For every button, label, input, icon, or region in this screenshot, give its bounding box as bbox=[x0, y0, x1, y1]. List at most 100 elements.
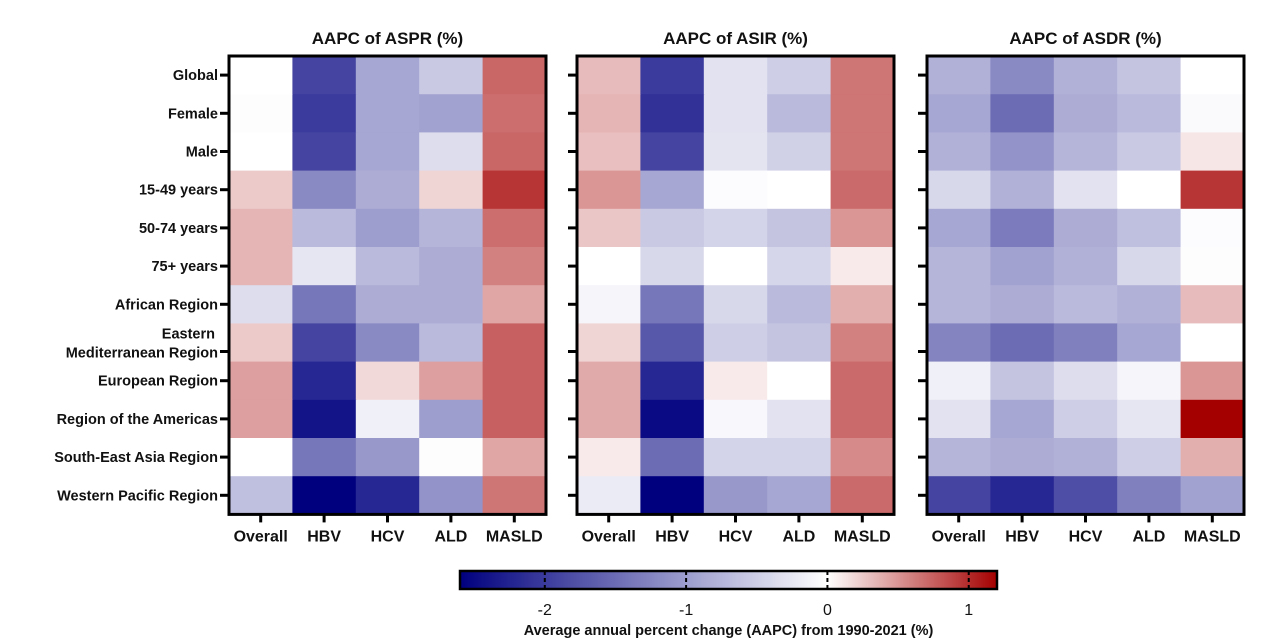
heatmap-cell: Male / HCV: -0.9 bbox=[355, 132, 420, 172]
heatmap-cell: South-East Asia Region / Overall: -0.75 bbox=[927, 438, 991, 477]
heatmap-cell: 75+ years / Overall: 0.35 bbox=[229, 247, 293, 286]
heatmap-cell: 50-74 years / HBV: -1.35 bbox=[990, 208, 1055, 248]
heatmap-cell: African Region / HCV: -0.85 bbox=[355, 285, 420, 324]
heatmap-cell: South-East Asia Region / MASLD: 0.55 bbox=[830, 438, 895, 477]
heatmap-cell: Global / MASLD: 0.72 bbox=[482, 56, 547, 95]
heatmap-cell: 75+ years / Overall: 0 bbox=[577, 247, 641, 286]
heatmap-cell: 50-74 years / MASLD: 0.68 bbox=[482, 208, 547, 248]
heatmap-cell: 75+ years / HCV: -0.7 bbox=[355, 247, 420, 286]
heatmap-cell: Global / Overall: 0 bbox=[229, 56, 293, 95]
heatmap-cell: South-East Asia Region / Overall: 0 bbox=[229, 438, 293, 477]
heatmap-cell: Male / MASLD: 0.72 bbox=[482, 132, 547, 172]
heatmap-cell: African Region / MASLD: 0.42 bbox=[482, 285, 547, 324]
heatmap-cell: European Region / MASLD: 0.7 bbox=[830, 361, 895, 401]
heatmap-cell: Male / HBV: -1.9 bbox=[640, 132, 705, 172]
heatmap-cell: 75+ years / ALD: -0.4 bbox=[1117, 247, 1182, 286]
heatmap-cell: African Region / Overall: -0.75 bbox=[927, 285, 991, 324]
column-label: Overall bbox=[582, 528, 636, 545]
heatmap-cell: African Region / ALD: -0.7 bbox=[767, 285, 832, 324]
heatmap-cell: Region of the Americas / MASLD: 0.7 bbox=[830, 399, 895, 439]
heatmap-cell: 75+ years / HCV: 0 bbox=[703, 247, 768, 286]
heatmap-cell: 75+ years / MASLD: 0.1 bbox=[830, 247, 895, 286]
heatmap-cell: 50-74 years / HBV: -0.7 bbox=[292, 208, 357, 248]
heatmap-cell: African Region / HBV: -1.4 bbox=[292, 285, 357, 324]
heatmap-cell: Global / HBV: -1.9 bbox=[292, 56, 357, 95]
heatmap-cell: Western Pacific Region / Overall: -0.65 bbox=[229, 476, 293, 515]
heatmap-cell: African Region / Overall: -0.1 bbox=[577, 285, 641, 324]
heatmap-cell: 50-74 years / Overall: 0.27 bbox=[577, 208, 641, 248]
heatmap-cell: Female / HBV: -2.1 bbox=[640, 94, 705, 133]
heatmap-panel-2: AAPC of ASIR (%) Global / Overall: 0.32 Gl… bbox=[568, 29, 896, 545]
heatmap-cell: Eastern Mediterranean Region / HCV: -0.5 bbox=[703, 323, 768, 363]
heatmap-cell: 75+ years / HBV: -0.95 bbox=[990, 247, 1055, 286]
heatmap-cell: Female / Overall: 0.01 bbox=[229, 94, 293, 133]
row-label: European Region bbox=[98, 374, 218, 390]
row-label: Male bbox=[186, 145, 218, 161]
colorbar-tick-label: 0 bbox=[823, 602, 832, 619]
heatmap-cell: Eastern Mediterranean Region / ALD: -0.6 bbox=[767, 323, 832, 363]
heatmap-cell: Female / ALD: -0.95 bbox=[419, 94, 484, 133]
heatmap-cell: Female / Overall: 0.35 bbox=[577, 94, 641, 133]
row-label: 50-74 years bbox=[139, 221, 218, 237]
heatmap-cell: 50-74 years / ALD: -0.65 bbox=[1117, 208, 1182, 248]
heatmap-cell: Eastern Mediterranean Region / ALD: -0.7 bbox=[419, 323, 484, 363]
heatmap-cell: Male / HCV: -0.75 bbox=[1053, 132, 1118, 172]
heatmap-cell: Region of the Americas / MASLD: 1.2 bbox=[1180, 399, 1245, 439]
heatmap-cell: Region of the Americas / MASLD: 0.75 bbox=[482, 399, 547, 439]
row-label: Global bbox=[173, 68, 218, 84]
heatmap-cell: Western Pacific Region / HCV: -2.2 bbox=[355, 476, 420, 515]
heatmap-cell: South-East Asia Region / HBV: -0.85 bbox=[990, 438, 1055, 477]
row-label: Mediterranean Region bbox=[66, 346, 218, 362]
panel-title: AAPC of ASIR (%) bbox=[663, 29, 808, 48]
heatmap-cell: European Region / HBV: -2.2 bbox=[292, 361, 357, 401]
heatmap-cell: Eastern Mediterranean Region / HCV: -1.3 bbox=[1053, 323, 1118, 363]
heatmap-cell: 15-49 years / HBV: -0.8 bbox=[990, 170, 1055, 210]
heatmap-cell: Western Pacific Region / HBV: -2.6 bbox=[292, 476, 357, 515]
heatmap-cell: Region of the Americas / HBV: -2.4 bbox=[292, 399, 357, 439]
heatmap-cell: Male / ALD: -0.55 bbox=[1117, 132, 1182, 172]
heatmap-cell: African Region / Overall: -0.35 bbox=[229, 285, 293, 324]
heatmap-cell: 50-74 years / Overall: -0.9 bbox=[927, 208, 991, 248]
heatmap-cell: Eastern Mediterranean Region / MASLD: 0.… bbox=[830, 323, 895, 363]
heatmap-cell: Eastern Mediterranean Region / HBV: -1.5 bbox=[990, 323, 1055, 363]
heatmap-cell: Global / Overall: 0.32 bbox=[577, 56, 641, 95]
column-label: HBV bbox=[1005, 528, 1039, 545]
column-label: Overall bbox=[932, 528, 986, 545]
heatmap-cell: Female / HBV: -2 bbox=[292, 94, 357, 133]
heatmap-cell: African Region / HCV: -0.7 bbox=[1053, 285, 1118, 324]
heatmap-cell: 15-49 years / HBV: -1.2 bbox=[292, 170, 357, 210]
heatmap-cell: Global / ALD: -0.55 bbox=[419, 56, 484, 95]
heatmap-cell: Western Pacific Region / HCV: -1.05 bbox=[703, 476, 768, 515]
panel-title: AAPC of ASDR (%) bbox=[1009, 29, 1161, 48]
heatmap-cell: Global / HBV: -1.2 bbox=[990, 56, 1055, 95]
heatmap-cell: 15-49 years / Overall: 0.5 bbox=[577, 170, 641, 210]
heatmap-cell: African Region / HBV: -0.85 bbox=[990, 285, 1055, 324]
heatmap-cell: Female / MASLD: 0.65 bbox=[830, 94, 895, 133]
panels-layer: AAPC of ASPR (%)Global / Overall: 0Globa… bbox=[54, 29, 1246, 545]
heatmap-cell: Male / ALD: -0.48 bbox=[767, 132, 832, 172]
heatmap-cell: Western Pacific Region / HBV: -2.6 bbox=[640, 476, 705, 515]
row-label: Female bbox=[168, 106, 218, 122]
heatmap-cell: Female / HCV: -0.9 bbox=[355, 94, 420, 133]
heatmap-cell: 15-49 years / Overall: 0.25 bbox=[229, 170, 293, 210]
heatmap-cell: 50-74 years / ALD: -0.6 bbox=[767, 208, 832, 248]
heatmap-cell: Western Pacific Region / ALD: -0.9 bbox=[767, 476, 832, 515]
row-label: 15-49 years bbox=[139, 183, 218, 199]
heatmap-cell: Global / ALD: -0.5 bbox=[767, 56, 832, 95]
column-label: MASLD bbox=[834, 528, 891, 545]
heatmap-cell: South-East Asia Region / HCV: -0.45 bbox=[703, 438, 768, 477]
heatmap-cell: 15-49 years / ALD: 0 bbox=[1117, 170, 1182, 210]
heatmap-cell: Eastern Mediterranean Region / Overall: … bbox=[927, 323, 991, 363]
heatmap-cell: Western Pacific Region / ALD: -1.1 bbox=[419, 476, 484, 515]
heatmap-cell: South-East Asia Region / ALD: -0.5 bbox=[1117, 438, 1182, 477]
column-label: ALD bbox=[782, 528, 815, 545]
column-label: HCV bbox=[719, 528, 753, 545]
heatmap-cell: 50-74 years / HCV: -0.45 bbox=[703, 208, 768, 248]
heatmap-cell: Female / HCV: -0.3 bbox=[703, 94, 768, 133]
column-label: ALD bbox=[1132, 528, 1165, 545]
heatmap-cell: European Region / MASLD: 0.75 bbox=[482, 361, 547, 401]
heatmap-cell: Region of the Americas / ALD: -0.25 bbox=[1117, 399, 1182, 439]
column-label: MASLD bbox=[1184, 528, 1241, 545]
column-label: HCV bbox=[371, 528, 405, 545]
